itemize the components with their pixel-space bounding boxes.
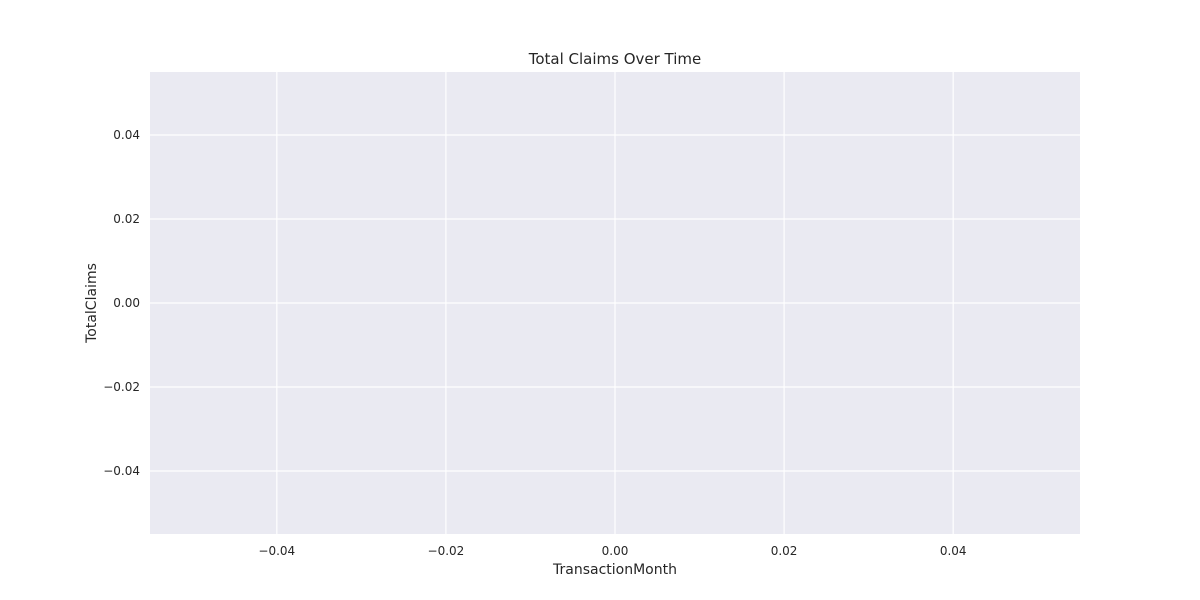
x-tick-label: 0.00 — [602, 544, 629, 558]
x-axis-label: TransactionMonth — [552, 562, 677, 578]
y-axis-label: TotalClaims — [84, 263, 100, 344]
x-tick-label: −0.02 — [428, 544, 465, 558]
x-tick-label: −0.04 — [258, 544, 295, 558]
x-tick-label: 0.02 — [771, 544, 798, 558]
y-tick-label: 0.02 — [113, 212, 140, 226]
chart-title: Total Claims Over Time — [528, 50, 702, 68]
y-tick-label: −0.04 — [103, 464, 140, 478]
y-tick-label: −0.02 — [103, 380, 140, 394]
x-gridlines — [276, 72, 954, 534]
y-tick-label: 0.04 — [113, 128, 140, 142]
y-tick-labels: 0.04 0.02 0.00 −0.02 −0.04 — [103, 128, 140, 478]
x-tick-label: 0.04 — [940, 544, 967, 558]
y-tick-label: 0.00 — [113, 296, 140, 310]
x-tick-labels: −0.04 −0.02 0.00 0.02 0.04 — [258, 544, 966, 558]
